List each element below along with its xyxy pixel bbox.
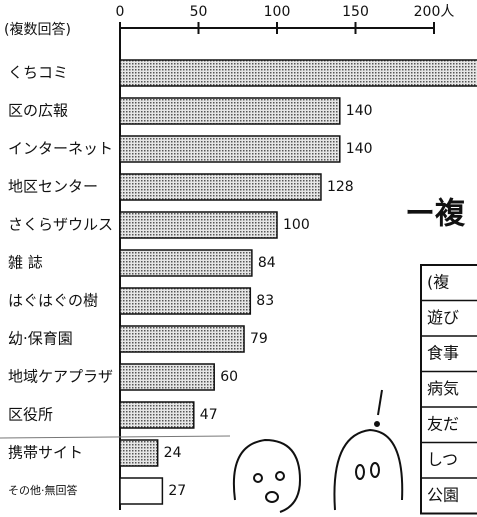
value-label: 100 bbox=[283, 217, 310, 233]
table-cell: しつ bbox=[427, 450, 458, 469]
x-tick-label: 0 bbox=[116, 4, 125, 20]
bar bbox=[120, 288, 250, 314]
value-label: 140 bbox=[346, 141, 373, 157]
page: (複数回答) ー複 050100150200人くちコミ230区の広報140インタ… bbox=[0, 0, 477, 517]
table-cell: 公園 bbox=[427, 485, 459, 504]
category-label: 地域ケアプラザ bbox=[8, 368, 113, 386]
x-tick-label: 200人 bbox=[414, 4, 455, 20]
category-label: 区の広報 bbox=[8, 102, 68, 120]
category-label: 携帯サイト bbox=[8, 444, 83, 462]
x-tick-label: 100 bbox=[264, 4, 291, 20]
bar bbox=[120, 174, 321, 200]
table-cell: 友だ bbox=[427, 414, 459, 433]
value-label: 79 bbox=[250, 331, 268, 347]
value-label: 27 bbox=[168, 483, 186, 499]
separator bbox=[0, 436, 230, 438]
value-label: 83 bbox=[256, 293, 274, 309]
category-label: その他·無回答 bbox=[8, 483, 78, 497]
bar bbox=[120, 440, 158, 466]
category-label: さくらザウルス bbox=[8, 216, 113, 234]
category-label: インターネット bbox=[8, 140, 113, 158]
bar bbox=[120, 98, 340, 124]
bar bbox=[120, 136, 340, 162]
value-label: 128 bbox=[327, 179, 354, 195]
table-cell: 遊び bbox=[427, 308, 459, 327]
face-left bbox=[234, 440, 300, 512]
category-label: はぐはぐの樹 bbox=[8, 292, 98, 310]
bar bbox=[120, 364, 214, 390]
value-label: 60 bbox=[220, 369, 238, 385]
value-label: 140 bbox=[346, 103, 373, 119]
bar bbox=[120, 402, 194, 428]
category-label: 幼·保育園 bbox=[8, 330, 73, 348]
bar bbox=[120, 212, 277, 238]
value-label: 84 bbox=[258, 255, 276, 271]
value-label: 24 bbox=[164, 445, 182, 461]
bar bbox=[120, 478, 162, 504]
table-cell: (複 bbox=[427, 272, 449, 291]
value-label: 47 bbox=[200, 407, 218, 423]
category-label: くちコミ bbox=[8, 64, 68, 82]
category-label: 地区センター bbox=[8, 178, 98, 196]
table-cell: 病気 bbox=[427, 379, 459, 398]
heading: ー複 bbox=[405, 197, 466, 232]
category-label: 区役所 bbox=[8, 406, 53, 424]
x-tick-label: 150 bbox=[342, 4, 369, 20]
face-right bbox=[334, 390, 402, 510]
note: (複数回答) bbox=[4, 21, 71, 38]
bar bbox=[120, 250, 252, 276]
x-tick-label: 50 bbox=[190, 4, 208, 20]
table-cell: 食事 bbox=[427, 343, 459, 362]
bar bbox=[120, 60, 477, 86]
bar bbox=[120, 326, 244, 352]
category-label: 雑 誌 bbox=[8, 254, 43, 272]
